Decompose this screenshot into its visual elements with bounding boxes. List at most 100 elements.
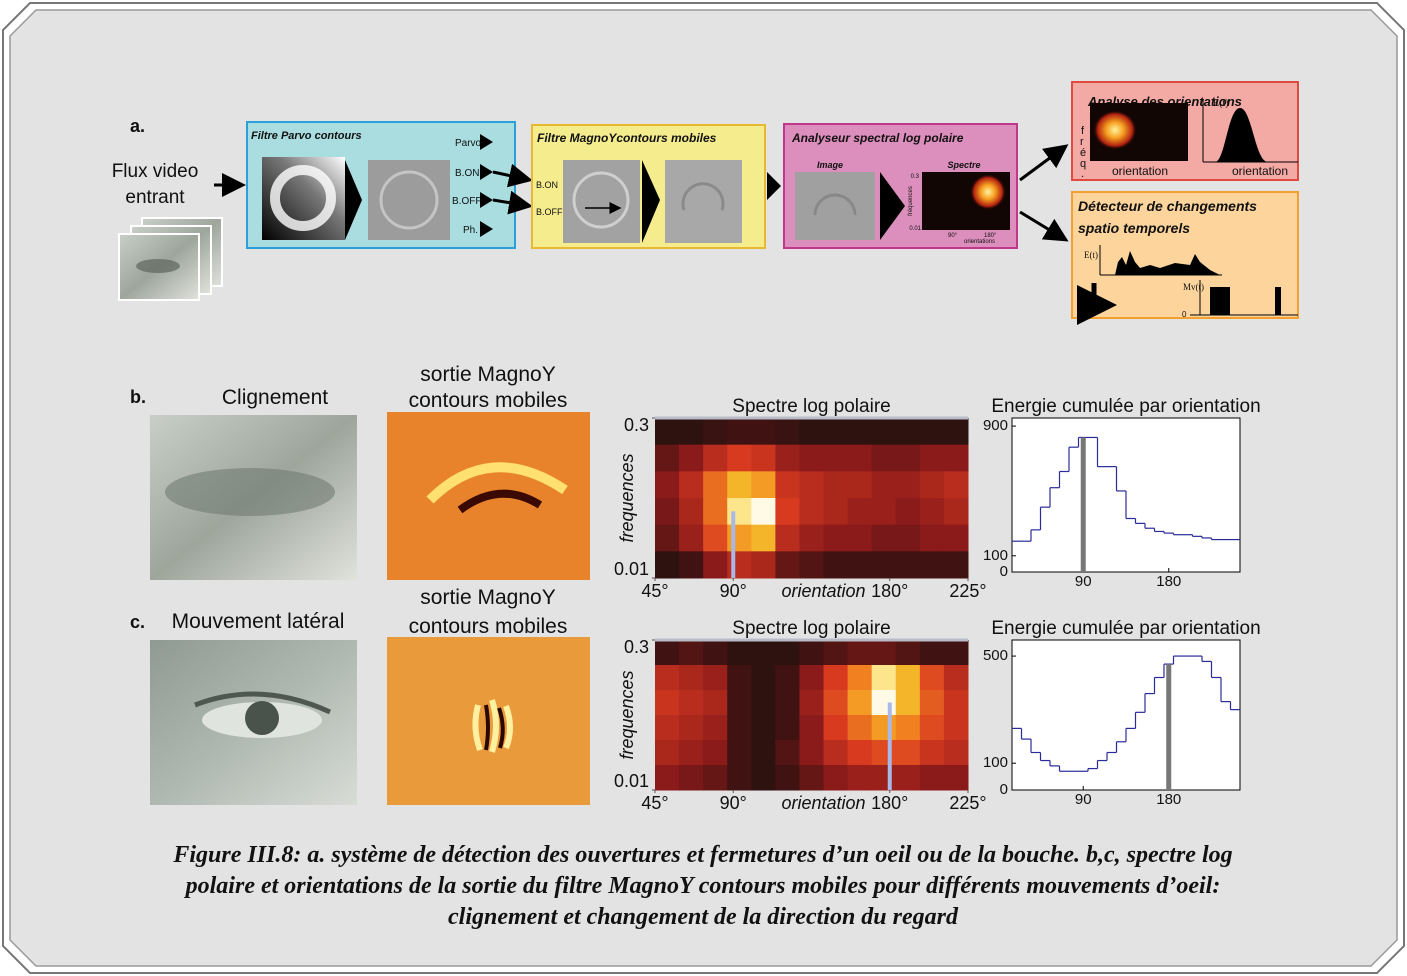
heat-cell — [895, 524, 921, 552]
heat-cell — [727, 715, 752, 741]
port — [480, 221, 493, 237]
heat-cell — [847, 551, 873, 579]
input-label: entrant — [125, 187, 185, 208]
arrow — [1019, 144, 1069, 182]
heat-cell — [895, 690, 921, 716]
panel-title: Clignement — [222, 386, 328, 409]
freq-letter: r — [1080, 136, 1084, 148]
y-tick-label: 100 — [983, 547, 1008, 564]
heat-cell — [727, 740, 752, 766]
y-tick-label: 0 — [1000, 781, 1008, 798]
heat-cell — [703, 740, 728, 766]
heat-cell — [823, 551, 849, 579]
heat-cell — [655, 471, 680, 499]
heat-cell — [751, 498, 776, 526]
heat-cell — [943, 524, 969, 552]
output-label: Ph. — [463, 225, 478, 236]
heat-cell — [775, 498, 800, 526]
x-tick-label: 180° — [871, 793, 908, 813]
box-title: Analyseur spectral log polaire — [791, 131, 964, 145]
axis-label: E(t) — [1213, 98, 1229, 109]
heat-cell — [943, 715, 969, 741]
freq-letter: é — [1080, 147, 1086, 159]
spectrum-label: orientations — [964, 239, 995, 245]
heat-cell — [847, 498, 873, 526]
heat-cell — [775, 640, 800, 666]
event-bar — [1210, 287, 1230, 315]
heat-cell — [703, 444, 728, 472]
heat-cell — [751, 665, 776, 691]
heat-cell — [655, 690, 680, 716]
heat-cell — [799, 471, 825, 499]
q-shape — [270, 165, 336, 231]
eye-shape — [165, 468, 335, 516]
heat-cell — [799, 498, 825, 526]
sub-label: Image — [817, 160, 843, 170]
heat-cell — [871, 690, 897, 716]
heat-cell — [823, 690, 849, 716]
heat-cell — [679, 444, 704, 472]
triangle — [345, 160, 362, 240]
filtered-image — [795, 172, 875, 240]
heat-cell — [943, 640, 969, 666]
caption-line: Figure III.8: a. système de détection de… — [172, 842, 1232, 868]
heat-cell — [871, 740, 897, 766]
heat-cell — [823, 524, 849, 552]
chart-title: Spectre log polaire — [732, 396, 890, 417]
heat-cell — [919, 640, 945, 666]
heat-cell — [727, 690, 752, 716]
heat-cell — [727, 444, 752, 472]
heat-cell — [943, 418, 969, 446]
image-title: contours mobiles — [409, 615, 568, 638]
heat-cell — [727, 498, 752, 526]
heat-cell — [919, 740, 945, 766]
freq-letter: q — [1080, 158, 1086, 170]
heat-cell — [751, 524, 776, 552]
heat-cell — [655, 715, 680, 741]
heat-cell — [751, 418, 776, 446]
heat-cell — [823, 444, 849, 472]
x-axis-label: orientation — [781, 793, 865, 813]
heat-cell — [823, 715, 849, 741]
heat-cell — [823, 665, 849, 691]
heat-cell — [943, 444, 969, 472]
heat-cell — [751, 640, 776, 666]
heat-cell — [895, 498, 921, 526]
y-tick-label: 0.01 — [614, 771, 649, 791]
heat-cell — [847, 471, 873, 499]
bell-curve — [1215, 108, 1268, 162]
motion-contour — [426, 462, 568, 504]
iris — [245, 701, 279, 735]
x-tick-label: 180 — [1156, 573, 1181, 590]
energy-trace — [1115, 251, 1220, 275]
heat-cell — [655, 418, 680, 446]
image-title: sortie MagnoY — [420, 586, 555, 609]
heat-cell — [703, 471, 728, 499]
heat-cell — [799, 640, 825, 666]
x-tick-label: 90 — [1075, 791, 1092, 808]
heat-cell — [895, 551, 921, 579]
heat-cell — [943, 471, 969, 499]
heat-cell — [823, 418, 849, 446]
panel-label: a. — [130, 116, 145, 136]
heat-cell — [847, 418, 873, 446]
x-tick-label: 225° — [949, 793, 986, 813]
heat-cell — [847, 690, 873, 716]
x-tick-label: 90° — [720, 793, 747, 813]
heat-cell — [871, 715, 897, 741]
port — [480, 134, 493, 150]
heat-cell — [919, 765, 945, 791]
sub-label: Spectre — [947, 160, 980, 170]
heat-cell — [799, 524, 825, 552]
heat-cell — [895, 444, 921, 472]
heat-cell — [775, 524, 800, 552]
heat-cell — [919, 665, 945, 691]
heat-cell — [895, 715, 921, 741]
heat-cell — [679, 498, 704, 526]
axis-label: orientation — [1232, 164, 1288, 178]
heat-cell — [871, 524, 897, 552]
y-axis-label: frequences — [617, 453, 637, 542]
x-axis-label: orientation — [781, 581, 865, 601]
heat-cell — [655, 444, 680, 472]
heat-cell — [871, 498, 897, 526]
